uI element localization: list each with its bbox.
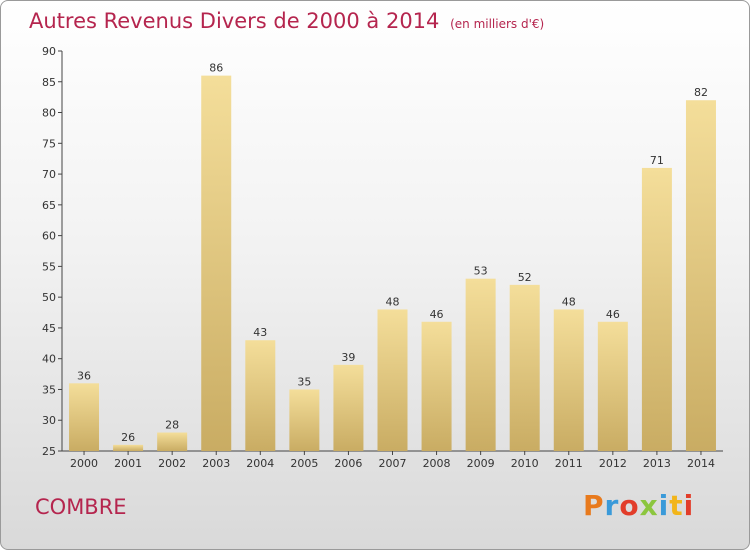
y-tick-label: 35 (42, 383, 56, 396)
bar (597, 321, 628, 451)
bar-value-label: 26 (121, 431, 135, 444)
bar-value-label: 82 (694, 86, 708, 99)
bar (333, 364, 364, 451)
chart-title: Autres Revenus Divers de 2000 à 2014 (en… (29, 9, 544, 33)
x-tick-label: 2003 (202, 457, 230, 470)
logo-letter: i (658, 489, 670, 522)
bar (377, 309, 408, 451)
x-tick-label: 2005 (290, 457, 318, 470)
logo-letter: o (619, 489, 640, 522)
y-tick-label: 30 (42, 414, 56, 427)
bar (69, 383, 100, 451)
bar-value-label: 53 (474, 265, 488, 278)
bar (509, 284, 540, 451)
logo-letter: r (604, 489, 620, 522)
y-tick-label: 65 (42, 199, 56, 212)
x-tick-label: 2013 (643, 457, 671, 470)
x-tick-label: 2008 (423, 457, 451, 470)
y-tick-label: 90 (42, 45, 56, 58)
x-tick-label: 2006 (334, 457, 362, 470)
bar-value-label: 28 (165, 419, 179, 432)
x-tick-label: 2011 (555, 457, 583, 470)
bar-value-label: 35 (297, 375, 311, 388)
chart-title-unit: (en milliers d'€) (450, 17, 545, 31)
bar (245, 340, 276, 451)
y-tick-label: 75 (42, 137, 56, 150)
bar-value-label: 36 (77, 369, 91, 382)
bar (685, 100, 716, 451)
y-tick-label: 80 (42, 107, 56, 120)
bar-value-label: 71 (650, 154, 664, 167)
y-tick-label: 50 (42, 291, 56, 304)
bar (553, 309, 584, 451)
chart-title-text: Autres Revenus Divers de 2000 à 2014 (29, 9, 440, 33)
y-tick-label: 60 (42, 230, 56, 243)
y-tick-label: 45 (42, 322, 56, 335)
x-tick-label: 2001 (114, 457, 142, 470)
logo-letter: t (669, 489, 684, 522)
bar-value-label: 52 (518, 271, 532, 284)
bar-value-label: 39 (341, 351, 355, 364)
bar-value-label: 43 (253, 326, 267, 339)
y-tick-label: 40 (42, 353, 56, 366)
x-tick-label: 2004 (246, 457, 274, 470)
x-tick-label: 2000 (70, 457, 98, 470)
proxiti-logo: Proxiti (583, 489, 694, 522)
x-tick-label: 2010 (511, 457, 539, 470)
bar-value-label: 48 (386, 295, 400, 308)
bar (113, 444, 144, 451)
x-tick-label: 2014 (687, 457, 715, 470)
bar (465, 278, 496, 451)
y-tick-label: 70 (42, 168, 56, 181)
logo-letter: i (683, 489, 695, 522)
bar (201, 75, 232, 451)
bar (157, 432, 188, 451)
bar (421, 321, 452, 451)
x-tick-label: 2007 (379, 457, 407, 470)
y-tick-label: 25 (42, 445, 56, 458)
y-tick-label: 55 (42, 260, 56, 273)
y-tick-label: 85 (42, 76, 56, 89)
x-tick-label: 2012 (599, 457, 627, 470)
bar (641, 167, 672, 451)
x-tick-label: 2002 (158, 457, 186, 470)
bar-value-label: 48 (562, 295, 576, 308)
bar-value-label: 46 (430, 308, 444, 321)
bar (289, 389, 320, 451)
x-tick-label: 2009 (467, 457, 495, 470)
logo-letter: x (639, 489, 659, 522)
town-name: COMBRE (35, 495, 127, 519)
bar-value-label: 86 (209, 62, 223, 75)
bar-value-label: 46 (606, 308, 620, 321)
logo-letter: P (583, 489, 605, 522)
